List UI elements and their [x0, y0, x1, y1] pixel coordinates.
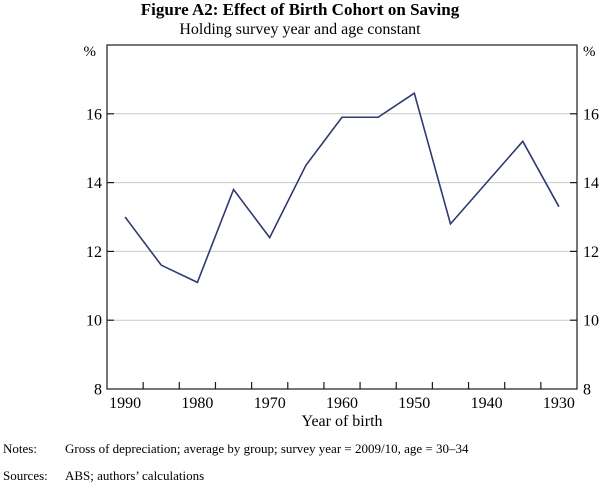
y-tick-label-left: 10	[86, 313, 102, 330]
y-tick-label-left: 16	[86, 106, 102, 123]
y-tick-label-right: 10	[583, 313, 599, 330]
unit-label-left: %	[84, 44, 97, 60]
sources-row: Sources: ABS; authors’ calculations	[3, 468, 597, 484]
line-chart: 8 8 10 10 12 12 14 14 16 16% % 1990 1980 1970 1960 1950…	[84, 44, 600, 430]
y-tick-label-right: 16	[583, 106, 599, 123]
y-tick-label-right: 8	[583, 382, 591, 399]
sources-text: ABS; authors’ calculations	[65, 468, 205, 483]
notes-text: Gross of depreciation; average by group;…	[65, 441, 469, 456]
y-tick-label-left: 12	[86, 244, 102, 261]
figure-title: Figure A2: Effect of Birth Cohort on Sav…	[140, 0, 460, 19]
saving-rate-line	[124, 91, 560, 284]
x-tick-label: 1940	[471, 395, 503, 412]
plot-frame	[106, 44, 578, 390]
x-tick-label: 1970	[254, 395, 286, 412]
notes-label: Notes:	[3, 441, 37, 456]
y-tick-label-left: 8	[94, 382, 102, 399]
x-tick-label: 1990	[109, 395, 141, 412]
x-tick-label: 1960	[326, 395, 358, 412]
x-tick-label: 1950	[398, 395, 430, 412]
figure-subtitle: Holding survey year and age constant	[179, 21, 421, 38]
notes-row: Notes: Gross of depreciation; average by…	[3, 441, 597, 457]
unit-label-right: %	[583, 44, 596, 60]
x-tick-label: 1980	[181, 395, 213, 412]
y-tick-label-right: 12	[583, 244, 599, 261]
y-tick-label-left: 14	[86, 175, 102, 192]
x-tick-label: 1930	[543, 395, 575, 412]
y-tick-label-right: 14	[583, 175, 599, 192]
sources-label: Sources:	[3, 468, 48, 483]
x-axis-label: Year of birth	[301, 413, 382, 430]
